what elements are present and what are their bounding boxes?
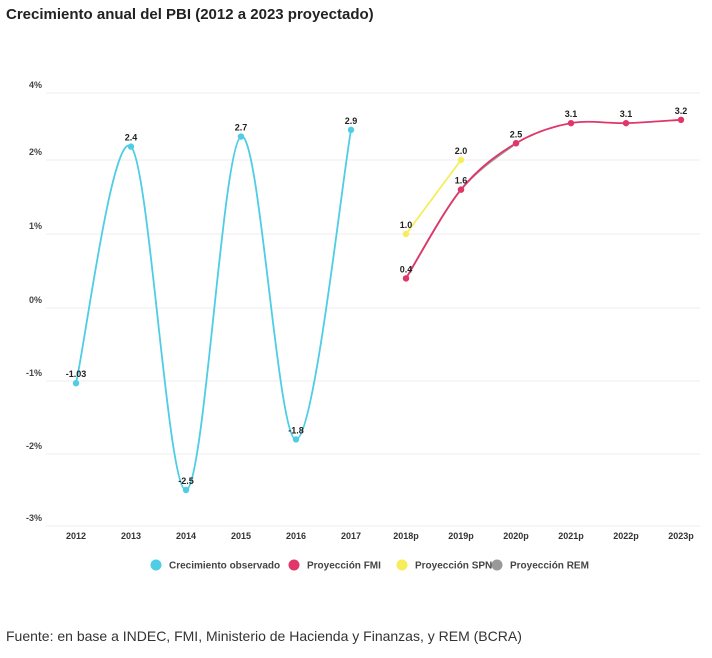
data-point[interactable] — [512, 140, 520, 147]
legend-label[interactable]: Proyección REM — [510, 561, 589, 572]
y-tick-label: -3% — [26, 513, 42, 523]
data-labels: 1.6 2.5 1.0 2.0 0.4 3.1 3.1 3.2 -1.03 2.4 -2.5 2.7 -… — [66, 106, 688, 486]
legend: Crecimiento observado Proyección FMI Proye… — [150, 559, 589, 572]
data-label: -1.8 — [288, 425, 304, 435]
legend-marker[interactable] — [150, 559, 162, 571]
data-point[interactable] — [622, 119, 630, 127]
data-label: 2.4 — [125, 133, 138, 143]
data-point[interactable] — [457, 156, 465, 164]
x-tick-label: 2015 — [231, 531, 251, 541]
series-lines — [75, 118, 682, 491]
x-tick-label: 2018p — [393, 531, 419, 541]
legend-marker[interactable] — [288, 559, 300, 571]
series-line — [405, 118, 682, 279]
grid-lines — [46, 92, 700, 527]
x-tick-label: 2022p — [613, 531, 639, 541]
legend-label[interactable]: Proyección SPN — [415, 561, 492, 572]
y-tick-label: 4% — [29, 80, 42, 90]
data-point[interactable] — [127, 143, 135, 150]
data-label: 2.0 — [455, 146, 468, 156]
data-label: -1.03 — [66, 369, 87, 379]
x-tick-label: 2020p — [503, 531, 529, 541]
y-axis-tick-labels: 4% 2% 1% 0% -1% -2% -3% — [26, 80, 42, 523]
x-tick-label: 2021p — [558, 531, 584, 541]
data-label: 2.7 — [235, 123, 248, 133]
data-point[interactable] — [567, 119, 575, 127]
series-line — [405, 159, 462, 235]
data-label: 0.4 — [400, 264, 413, 274]
y-tick-label: 1% — [29, 221, 42, 231]
data-point[interactable] — [677, 116, 685, 124]
x-tick-label: 2017 — [341, 531, 361, 541]
series-line — [75, 129, 352, 491]
data-label: 3.1 — [620, 109, 633, 119]
x-tick-label: 2013 — [121, 531, 141, 541]
source-note: Fuente: en base a INDEC, FMI, Ministerio… — [6, 628, 522, 644]
x-tick-label: 2016 — [286, 531, 306, 541]
y-tick-label: 0% — [29, 295, 42, 305]
x-tick-label: 2023p — [668, 531, 694, 541]
data-label: 3.1 — [565, 109, 578, 119]
legend-marker[interactable] — [491, 559, 503, 571]
data-point[interactable] — [182, 486, 190, 494]
x-tick-label: 2019p — [448, 531, 474, 541]
x-tick-label: 2014 — [176, 531, 196, 541]
data-point[interactable] — [457, 186, 465, 193]
data-point[interactable] — [402, 275, 410, 282]
data-label: 1.6 — [455, 176, 468, 186]
x-axis-tick-labels: 2012 2013 2014 2015 2016 2017 2018p 2019p 2020p 2… — [66, 531, 694, 541]
data-point[interactable] — [237, 133, 245, 140]
x-tick-label: 2012 — [66, 531, 86, 541]
y-tick-label: -1% — [26, 368, 42, 378]
data-points — [72, 116, 685, 494]
data-label: 3.2 — [675, 106, 688, 116]
y-tick-label: 2% — [29, 147, 42, 157]
legend-label[interactable]: Proyección FMI — [307, 561, 381, 572]
data-label: -2.5 — [178, 476, 194, 486]
data-label: 2.9 — [345, 116, 358, 126]
data-point[interactable] — [292, 436, 300, 443]
data-point[interactable] — [402, 230, 410, 238]
data-point[interactable] — [347, 126, 355, 134]
data-point[interactable] — [72, 379, 80, 387]
legend-marker[interactable] — [396, 559, 408, 571]
growth-line-chart: 4%2%1%0%-1%-2%-3% 2012 2013 2014 2015 2016 20… — [26, 80, 700, 572]
data-label: 2.5 — [510, 129, 523, 139]
data-label: 1.0 — [400, 220, 413, 230]
legend-label[interactable]: Crecimiento observado — [169, 561, 280, 572]
chart-title: Crecimiento anual del PBI (2012 a 2023 p… — [6, 6, 374, 23]
y-tick-label: -2% — [26, 441, 42, 451]
